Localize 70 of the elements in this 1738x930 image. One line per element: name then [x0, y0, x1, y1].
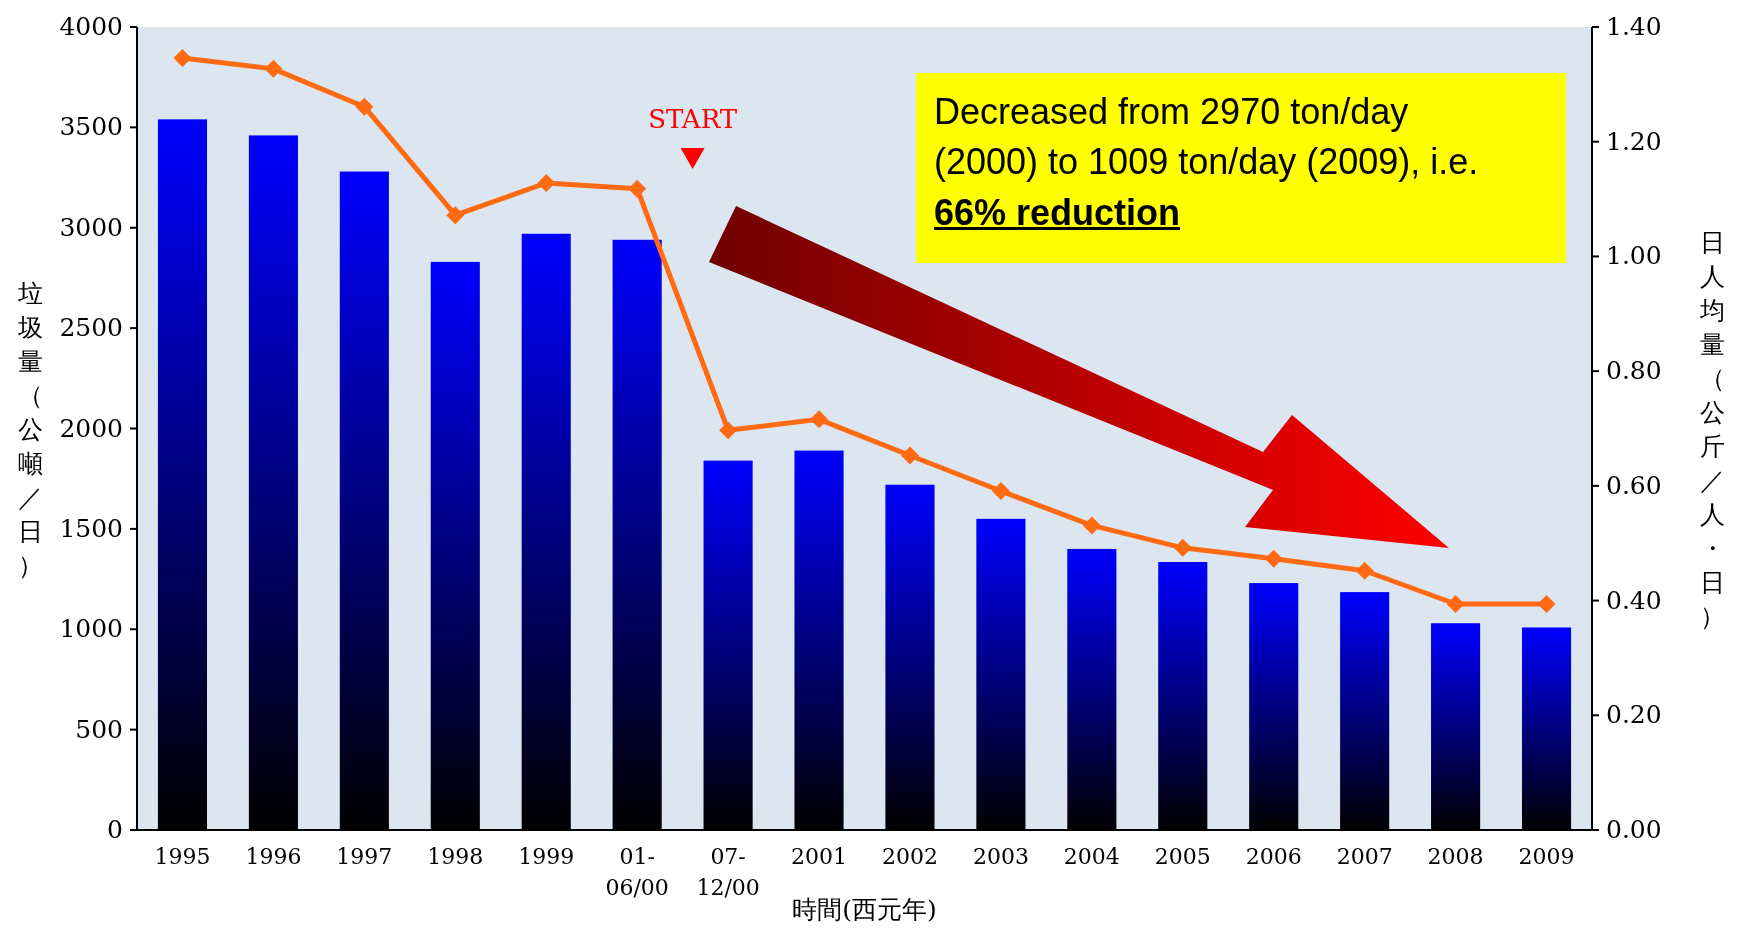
bar — [339, 171, 389, 830]
point — [991, 482, 1010, 501]
x-tick-label: 2007 — [1336, 844, 1393, 869]
bar — [157, 119, 208, 830]
y-tick-label: 1500 — [59, 513, 123, 543]
bar — [612, 239, 662, 830]
point — [264, 59, 283, 78]
y2-tick-label: 1.20 — [1606, 126, 1662, 156]
y-tick-label: 4000 — [59, 12, 123, 41]
x-tick-label: 2005 — [1154, 844, 1211, 869]
y-tick-label: 2500 — [59, 313, 123, 343]
bar — [1249, 583, 1299, 830]
point — [719, 421, 738, 440]
x-tick-label: 2002 — [881, 844, 938, 869]
y2-tick-label: 1.00 — [1606, 241, 1662, 271]
y2-tick-label: 0.20 — [1606, 700, 1662, 730]
y2-tick-label: 1.40 — [1606, 12, 1662, 41]
bar — [703, 460, 753, 830]
x-axis-title: 時間(西元年) — [792, 895, 937, 924]
point — [810, 410, 829, 429]
y-tick-label: 3500 — [59, 112, 123, 142]
y-axis-title: 垃圾量（公噸／日） — [17, 278, 43, 580]
point — [173, 48, 192, 67]
point — [446, 206, 465, 225]
x-tick-label: 2001 — [791, 844, 848, 869]
bar — [1340, 592, 1390, 830]
point — [1446, 595, 1465, 614]
x-tick-label: 2006 — [1245, 844, 1302, 869]
y-tick-label: 1000 — [59, 614, 123, 644]
y2-tick-label: 0.40 — [1606, 585, 1662, 615]
x-tick-label: 07- 12/00 — [696, 844, 760, 900]
bar — [1158, 562, 1208, 830]
x-tick-label: 1998 — [427, 844, 484, 869]
x-tick-label: 2008 — [1427, 844, 1484, 869]
x-tick-label: 2004 — [1063, 844, 1120, 869]
point — [1355, 561, 1374, 580]
x-tick-label: 01- 06/00 — [605, 844, 669, 900]
y2-tick-label: 0.60 — [1606, 470, 1662, 500]
point — [1082, 516, 1101, 535]
annotation: START — [648, 104, 738, 134]
bar — [976, 518, 1026, 830]
y-tick-label: 2000 — [59, 413, 123, 443]
bar — [430, 261, 480, 830]
y-tick-label: 500 — [75, 714, 123, 744]
point — [628, 179, 647, 198]
point — [1173, 538, 1192, 557]
y-tick-label: 0 — [107, 815, 123, 844]
bar — [794, 450, 844, 830]
bar — [521, 233, 571, 830]
y-tick-label: 3000 — [59, 212, 123, 242]
annotation: Decreased from 2970 ton/day (2000) to 1009 ton/day (2009), i.e. — [934, 91, 1479, 183]
x-tick-label: 1995 — [154, 844, 211, 869]
y2-axis-title: 日人均量（公斤／人・日） — [1699, 227, 1725, 631]
x-tick-label: 1997 — [336, 844, 393, 869]
annotation: 66% reduction — [934, 191, 1181, 233]
bar — [1067, 548, 1117, 830]
bar — [1431, 623, 1481, 830]
x-tick-label: 1999 — [518, 844, 575, 869]
x-tick-label: 2003 — [972, 844, 1029, 869]
x-tick-label: 1996 — [245, 844, 302, 869]
bar — [1521, 627, 1572, 830]
point — [900, 446, 919, 465]
y2-tick-label: 0.80 — [1606, 356, 1662, 386]
bar — [248, 135, 298, 830]
point — [355, 97, 374, 116]
point — [1264, 549, 1283, 568]
point — [1537, 595, 1556, 614]
y2-tick-label: 0.00 — [1606, 815, 1662, 844]
bar — [885, 484, 935, 830]
x-tick-label: 2009 — [1518, 844, 1575, 869]
